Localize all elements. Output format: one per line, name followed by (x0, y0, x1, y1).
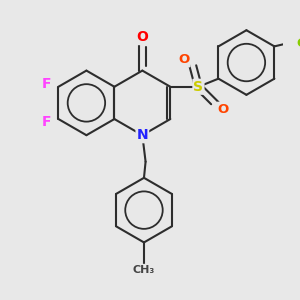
Text: F: F (42, 115, 51, 129)
Text: S: S (194, 80, 203, 94)
Text: O: O (178, 53, 190, 66)
Text: O: O (217, 103, 229, 116)
Text: N: N (136, 128, 148, 142)
Text: O: O (136, 30, 148, 44)
Text: F: F (42, 77, 51, 91)
Text: Cl: Cl (296, 37, 300, 50)
Text: CH₃: CH₃ (133, 265, 155, 275)
